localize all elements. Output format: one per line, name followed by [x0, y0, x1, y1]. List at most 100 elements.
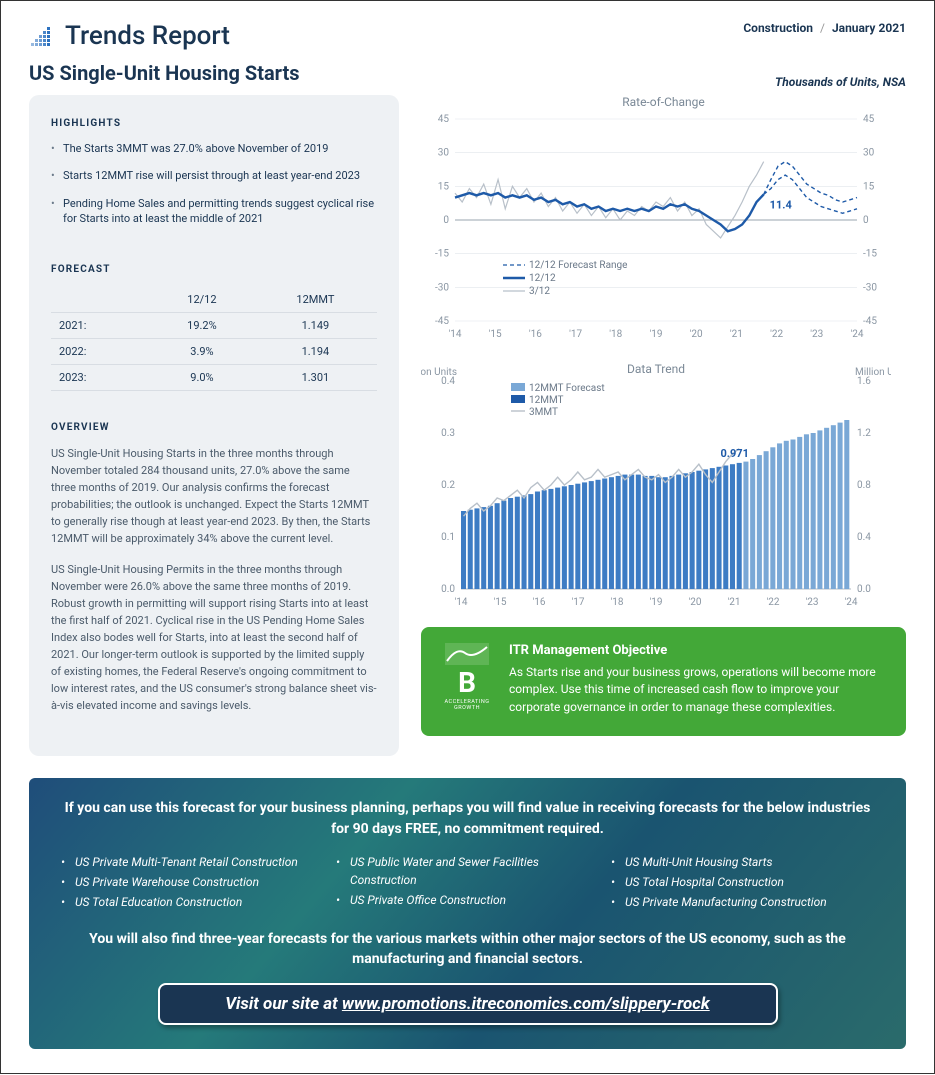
cta-url: www.promotions.itreconomics.com/slippery… [342, 994, 710, 1014]
svg-text:'15: '15 [489, 329, 502, 340]
rate-of-change-chart: Rate-of-Change -45-45-30-30-15-150015153… [421, 95, 906, 343]
table-row: 2022:3.9%1.194 [51, 338, 377, 364]
mgmt-badge: B ACCELERATING GROWTH [439, 643, 495, 711]
overview-para: US Single-Unit Housing Starts in the thr… [51, 445, 377, 547]
svg-text:'17: '17 [569, 329, 582, 340]
badge-sub: ACCELERATING GROWTH [439, 699, 495, 711]
overview-para: US Single-Unit Housing Permits in the th… [51, 561, 377, 714]
logo-title: Trends Report [29, 21, 230, 51]
management-objective-box: B ACCELERATING GROWTH ITR Management Obj… [421, 627, 906, 736]
logo-icon [29, 23, 55, 49]
forecast-col: 12MMT [254, 287, 377, 313]
svg-text:'20: '20 [689, 597, 702, 608]
badge-letter: B [458, 669, 476, 697]
roc-svg: -45-45-30-30-15-1500151530304545'14'15'1… [421, 113, 891, 343]
svg-text:0.8: 0.8 [857, 480, 871, 491]
promo-lead: If you can use this forecast for your bu… [61, 798, 874, 839]
svg-text:0: 0 [863, 215, 869, 226]
svg-text:45: 45 [438, 114, 450, 125]
promo-lists: US Private Multi-Tenant Retail Construct… [61, 853, 874, 913]
highlights-card: HIGHLIGHTS The Starts 3MMT was 27.0% abo… [29, 95, 399, 756]
svg-text:30: 30 [863, 148, 875, 159]
svg-text:1.2: 1.2 [857, 428, 871, 439]
data-trend-chart: Data TrendMillion UnitsMillion Units0.00… [421, 361, 906, 611]
svg-text:0.971: 0.971 [720, 447, 748, 460]
svg-text:-30: -30 [863, 282, 877, 293]
mgmt-body: As Starts rise and your business grows, … [509, 664, 888, 716]
promo-item: US Private Manufacturing Construction [611, 893, 874, 911]
trend-svg: Data TrendMillion UnitsMillion Units0.00… [421, 361, 891, 611]
svg-text:0.0: 0.0 [857, 584, 871, 595]
table-row: 2021:19.2%1.149 [51, 312, 377, 338]
header-category: Construction [743, 21, 813, 35]
promo-sub: You will also find three-year forecasts … [61, 929, 874, 970]
promo-cta-button[interactable]: Visit our site at www.promotions.itrecon… [158, 983, 778, 1025]
promo-item: US Multi-Unit Housing Starts [611, 853, 874, 871]
svg-text:'24: '24 [851, 329, 864, 340]
svg-text:1.6: 1.6 [857, 376, 871, 387]
report-name: Trends Report [65, 21, 230, 51]
svg-text:'19: '19 [650, 329, 663, 340]
promo-item: US Public Water and Sewer Facilities Con… [336, 853, 599, 889]
svg-text:0.0: 0.0 [441, 584, 455, 595]
svg-text:'18: '18 [609, 329, 622, 340]
highlights-list: The Starts 3MMT was 27.0% above November… [51, 141, 377, 227]
svg-text:15: 15 [863, 181, 875, 192]
svg-text:30: 30 [438, 148, 450, 159]
svg-text:'22: '22 [767, 597, 780, 608]
svg-text:'23: '23 [806, 597, 819, 608]
forecast-col [51, 287, 150, 313]
promo-item: US Total Hospital Construction [611, 873, 874, 891]
forecast-col: 12/12 [150, 287, 254, 313]
svg-text:'23: '23 [810, 329, 823, 340]
svg-text:'20: '20 [690, 329, 703, 340]
mgmt-title: ITR Management Objective [509, 643, 888, 658]
svg-text:0: 0 [443, 215, 449, 226]
promo-item: US Private Warehouse Construction [61, 873, 324, 891]
cta-prefix: Visit our site at [225, 994, 342, 1014]
highlight-item: Starts 12MMT rise will persist through a… [51, 168, 377, 183]
svg-text:-15: -15 [863, 249, 877, 260]
svg-text:'14: '14 [455, 597, 468, 608]
svg-text:0.4: 0.4 [857, 532, 871, 543]
overview-heading: OVERVIEW [51, 421, 377, 433]
svg-text:'17: '17 [572, 597, 585, 608]
svg-text:0.4: 0.4 [441, 376, 455, 387]
svg-text:0.2: 0.2 [441, 480, 455, 491]
svg-text:0.3: 0.3 [441, 428, 455, 439]
svg-text:'19: '19 [650, 597, 663, 608]
svg-text:Data Trend: Data Trend [627, 362, 685, 376]
header-sep: / [820, 21, 825, 35]
svg-text:'16: '16 [529, 329, 542, 340]
highlight-item: The Starts 3MMT was 27.0% above November… [51, 141, 377, 156]
forecast-table: 12/12 12MMT 2021:19.2%1.149 2022:3.9%1.1… [51, 287, 377, 391]
table-row: 2023:9.0%1.301 [51, 364, 377, 390]
svg-text:15: 15 [438, 181, 450, 192]
svg-text:'21: '21 [730, 329, 743, 340]
highlight-item: Pending Home Sales and permitting trends… [51, 196, 377, 227]
svg-text:'15: '15 [494, 597, 507, 608]
svg-text:'24: '24 [845, 597, 858, 608]
svg-text:-45: -45 [863, 316, 877, 327]
svg-text:-45: -45 [435, 316, 449, 327]
svg-text:-30: -30 [435, 282, 449, 293]
promo-item: US Total Education Construction [61, 893, 324, 911]
promo-box: If you can use this forecast for your bu… [29, 778, 906, 1049]
svg-text:'21: '21 [728, 597, 741, 608]
svg-text:'18: '18 [611, 597, 624, 608]
header-meta: Construction / January 2021 [743, 21, 906, 35]
header-date: January 2021 [832, 21, 906, 35]
svg-text:'22: '22 [770, 329, 783, 340]
badge-curve-icon [445, 643, 489, 665]
svg-text:12/12: 12/12 [529, 273, 556, 284]
svg-text:45: 45 [863, 114, 875, 125]
svg-text:3/12: 3/12 [529, 286, 550, 297]
svg-text:11.4: 11.4 [770, 198, 793, 211]
promo-item: US Private Office Construction [336, 891, 599, 909]
svg-text:12MMT: 12MMT [529, 395, 564, 406]
svg-text:12/12 Forecast Range: 12/12 Forecast Range [529, 260, 627, 271]
header: Trends Report Construction / January 202… [29, 21, 906, 51]
highlights-heading: HIGHLIGHTS [51, 117, 377, 129]
svg-text:'14: '14 [449, 329, 462, 340]
promo-item: US Private Multi-Tenant Retail Construct… [61, 853, 324, 871]
